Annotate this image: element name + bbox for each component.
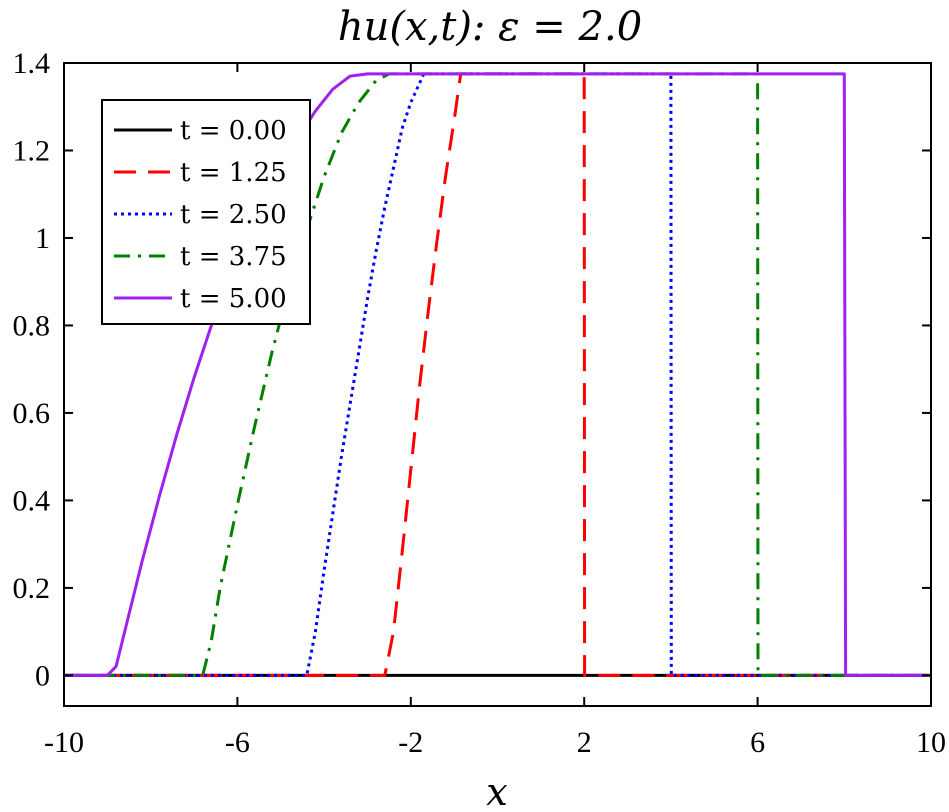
- legend: t = 0.00 t = 1.25 t = 2.50 t = 3.75 t = 5.00: [101, 99, 311, 325]
- axis-ticks: -10 -6 -2 2 6 10 0 0.2 0.4 0.6 0.8 1 1.2 1.4: [13, 47, 947, 759]
- y-tick-label: 0.2: [13, 572, 51, 605]
- x-tick-label: -6: [225, 726, 250, 759]
- y-tick-label: 0.6: [13, 397, 51, 430]
- x-axis-label: x: [486, 770, 507, 812]
- y-tick-label: 0: [35, 659, 50, 692]
- x-tick-label: 6: [750, 726, 765, 759]
- y-tick-label: 0.8: [13, 309, 51, 342]
- legend-label-5: t = 5.00: [180, 284, 287, 314]
- x-tick-label: 2: [577, 726, 592, 759]
- x-tick-label: -2: [398, 726, 423, 759]
- x-tick-label: -10: [44, 726, 84, 759]
- legend-label-4: t = 3.75: [180, 242, 287, 272]
- y-tick-label: 1: [35, 222, 50, 255]
- y-tick-label: 1.4: [13, 47, 51, 80]
- legend-label-1: t = 0.00: [180, 116, 287, 146]
- axes-box: [63, 62, 932, 707]
- x-tick-label: 10: [916, 726, 946, 759]
- legend-box: [101, 99, 311, 325]
- legend-label-2: t = 1.25: [180, 158, 287, 188]
- y-tick-label: 1.2: [13, 134, 51, 167]
- chart-title: hu(x,t): ε = 2.0: [338, 4, 642, 50]
- y-tick-label: 0.4: [13, 484, 51, 517]
- chart-title-text: hu(x,t): ε = 2.0: [338, 4, 642, 50]
- legend-label-3: t = 2.50: [180, 200, 287, 230]
